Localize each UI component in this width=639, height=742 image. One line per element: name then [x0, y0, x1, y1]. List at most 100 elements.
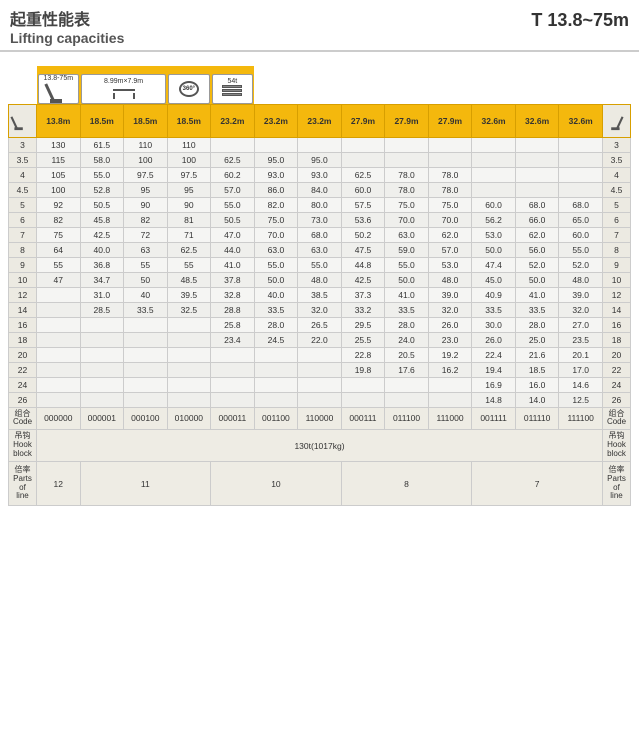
- capacity-cell: [80, 347, 124, 362]
- hook-row: 吊钩 Hook block 130t(1017kg) 吊钩 Hook block: [9, 430, 631, 462]
- capacity-cell: [472, 167, 516, 182]
- capacity-cell: 70.0: [385, 212, 429, 227]
- capacity-cell: 95: [167, 182, 211, 197]
- code-cell: 000100: [124, 407, 168, 430]
- capacity-cell: [298, 377, 342, 392]
- code-label-right: 组合 Code: [603, 407, 631, 430]
- capacity-cell: 55.0: [80, 167, 124, 182]
- capacity-cell: 52.0: [559, 257, 603, 272]
- table-row: 2416.916.014.624: [9, 377, 631, 392]
- code-row: 组合 Code 00000000000100010001000000001100…: [9, 407, 631, 430]
- capacity-cell: 47.5: [341, 242, 385, 257]
- capacity-cell: 70.0: [254, 227, 298, 242]
- col-head: 18.5m: [80, 104, 124, 137]
- code-cell: 011100: [385, 407, 429, 430]
- capacity-cell: 80.0: [298, 197, 342, 212]
- capacity-cell: 12.5: [559, 392, 603, 407]
- capacity-cell: 23.5: [559, 332, 603, 347]
- radius-left: 16: [9, 317, 37, 332]
- capacity-cell: 62.5: [341, 167, 385, 182]
- capacity-cell: [37, 332, 81, 347]
- capacity-cell: 86.0: [254, 182, 298, 197]
- capacity-cell: 55.0: [385, 257, 429, 272]
- capacity-cell: 66.0: [515, 212, 559, 227]
- table-row: 313061.51101103: [9, 137, 631, 152]
- capacity-cell: [37, 392, 81, 407]
- capacity-cell: [167, 362, 211, 377]
- capacity-cell: 40.0: [80, 242, 124, 257]
- capacity-cell: 32.0: [559, 302, 603, 317]
- col-head: 32.6m: [515, 104, 559, 137]
- code-cell: 000011: [211, 407, 255, 430]
- capacity-cell: 115: [37, 152, 81, 167]
- radius-right: 10: [603, 272, 631, 287]
- capacity-cell: 97.5: [167, 167, 211, 182]
- capacity-cell: 55: [124, 257, 168, 272]
- page-header: 起重性能表 Lifting capacities T 13.8~75m: [0, 0, 639, 52]
- capacity-cell: [341, 377, 385, 392]
- capacity-cell: 19.2: [428, 347, 472, 362]
- capacity-cell: 78.0: [385, 182, 429, 197]
- capacity-cell: 63.0: [298, 242, 342, 257]
- capacity-cell: [37, 377, 81, 392]
- radius-right: 26: [603, 392, 631, 407]
- capacity-cell: 44.0: [211, 242, 255, 257]
- hook-label-right: 吊钩 Hook block: [603, 430, 631, 462]
- capacity-cell: [298, 362, 342, 377]
- capacity-cell: 95: [124, 182, 168, 197]
- capacity-cell: 63.0: [254, 242, 298, 257]
- radius-left: 18: [9, 332, 37, 347]
- radius-head-right: [603, 104, 631, 137]
- capacity-cell: 71: [167, 227, 211, 242]
- capacity-cell: 78.0: [385, 167, 429, 182]
- capacity-cell: 68.0: [298, 227, 342, 242]
- parts-label-left: 倍率 Parts of line: [9, 462, 37, 506]
- parts-row: 倍率 Parts of line 12111087 倍率 Parts of li…: [9, 462, 631, 506]
- capacity-cell: [37, 287, 81, 302]
- capacity-cell: 105: [37, 167, 81, 182]
- col-head: 18.5m: [167, 104, 211, 137]
- radius-right: 16: [603, 317, 631, 332]
- parts-label-right: 倍率 Parts of line: [603, 462, 631, 506]
- capacity-cell: 50.0: [515, 272, 559, 287]
- capacity-cell: 100: [124, 152, 168, 167]
- capacity-cell: [80, 332, 124, 347]
- capacity-cell: [385, 152, 429, 167]
- capacity-cell: 37.3: [341, 287, 385, 302]
- radius-right: 4: [603, 167, 631, 182]
- capacity-cell: [167, 377, 211, 392]
- capacity-cell: [80, 317, 124, 332]
- capacity-cell: 31.0: [80, 287, 124, 302]
- capacity-cell: [385, 137, 429, 152]
- capacity-cell: 32.8: [211, 287, 255, 302]
- table-row: 1625.828.026.529.528.026.030.028.027.016: [9, 317, 631, 332]
- capacity-cell: 16.0: [515, 377, 559, 392]
- capacity-cell: 75.0: [385, 197, 429, 212]
- capacity-cell: 28.0: [385, 317, 429, 332]
- parts-cell: 11: [80, 462, 211, 506]
- radius-left: 3: [9, 137, 37, 152]
- capacity-cell: [211, 137, 255, 152]
- radius-left: 4.5: [9, 182, 37, 197]
- capacity-cell: 63: [124, 242, 168, 257]
- code-cell: 011110: [515, 407, 559, 430]
- radius-right: 24: [603, 377, 631, 392]
- capacity-cell: [428, 152, 472, 167]
- capacity-cell: 48.0: [428, 272, 472, 287]
- capacity-cell: 50.2: [341, 227, 385, 242]
- capacity-cell: [341, 152, 385, 167]
- capacity-cell: 45.8: [80, 212, 124, 227]
- capacity-cell: 82.0: [254, 197, 298, 212]
- capacity-cell: 41.0: [211, 257, 255, 272]
- capacity-cell: 55.0: [211, 197, 255, 212]
- capacity-cell: 52.8: [80, 182, 124, 197]
- capacity-cell: 55.0: [298, 257, 342, 272]
- code-cell: 110000: [298, 407, 342, 430]
- capacity-cell: 41.0: [515, 287, 559, 302]
- capacity-cell: 33.5: [254, 302, 298, 317]
- radius-right: 8: [603, 242, 631, 257]
- col-head: 23.2m: [254, 104, 298, 137]
- capacity-cell: 47.4: [472, 257, 516, 272]
- capacity-cell: 57.5: [341, 197, 385, 212]
- radius-right: 3.5: [603, 152, 631, 167]
